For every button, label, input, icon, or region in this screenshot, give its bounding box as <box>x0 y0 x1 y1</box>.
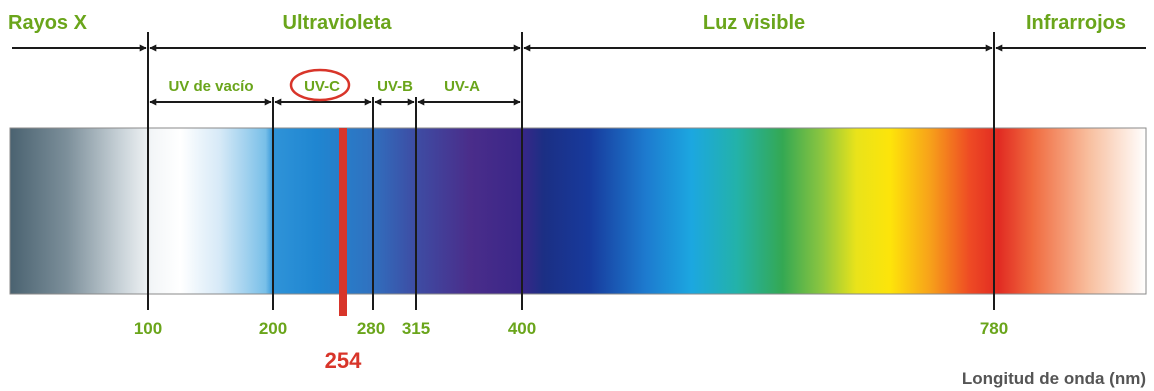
boundary-lines <box>147 32 995 310</box>
tick-label-280: 280 <box>357 319 385 338</box>
subregion-label-uvb: UV-B <box>377 78 413 95</box>
tick-label-100: 100 <box>134 319 162 338</box>
highlight-254-label: 254 <box>325 348 362 373</box>
region-label-visible: Luz visible <box>703 12 805 34</box>
tick-label-400: 400 <box>508 319 536 338</box>
highlight-254-line <box>339 128 347 316</box>
tick-label-200: 200 <box>259 319 287 338</box>
region-label-ultraviolet: Ultravioleta <box>283 12 393 34</box>
subregion-label-vacuum-uv: UV de vacío <box>168 78 253 95</box>
uvc-highlight-ellipse <box>289 68 351 102</box>
tick-label-315: 315 <box>402 319 430 338</box>
region-label-xray: Rayos X <box>8 12 88 34</box>
axis-label: Longitud de onda (nm) <box>962 369 1146 388</box>
tick-label-780: 780 <box>980 319 1008 338</box>
subregion-label-uvc: UV-C <box>304 78 340 95</box>
subregion-label-uva: UV-A <box>444 78 480 95</box>
spectrum-band <box>9 127 1147 295</box>
region-label-infrared: Infrarrojos <box>1026 12 1126 34</box>
